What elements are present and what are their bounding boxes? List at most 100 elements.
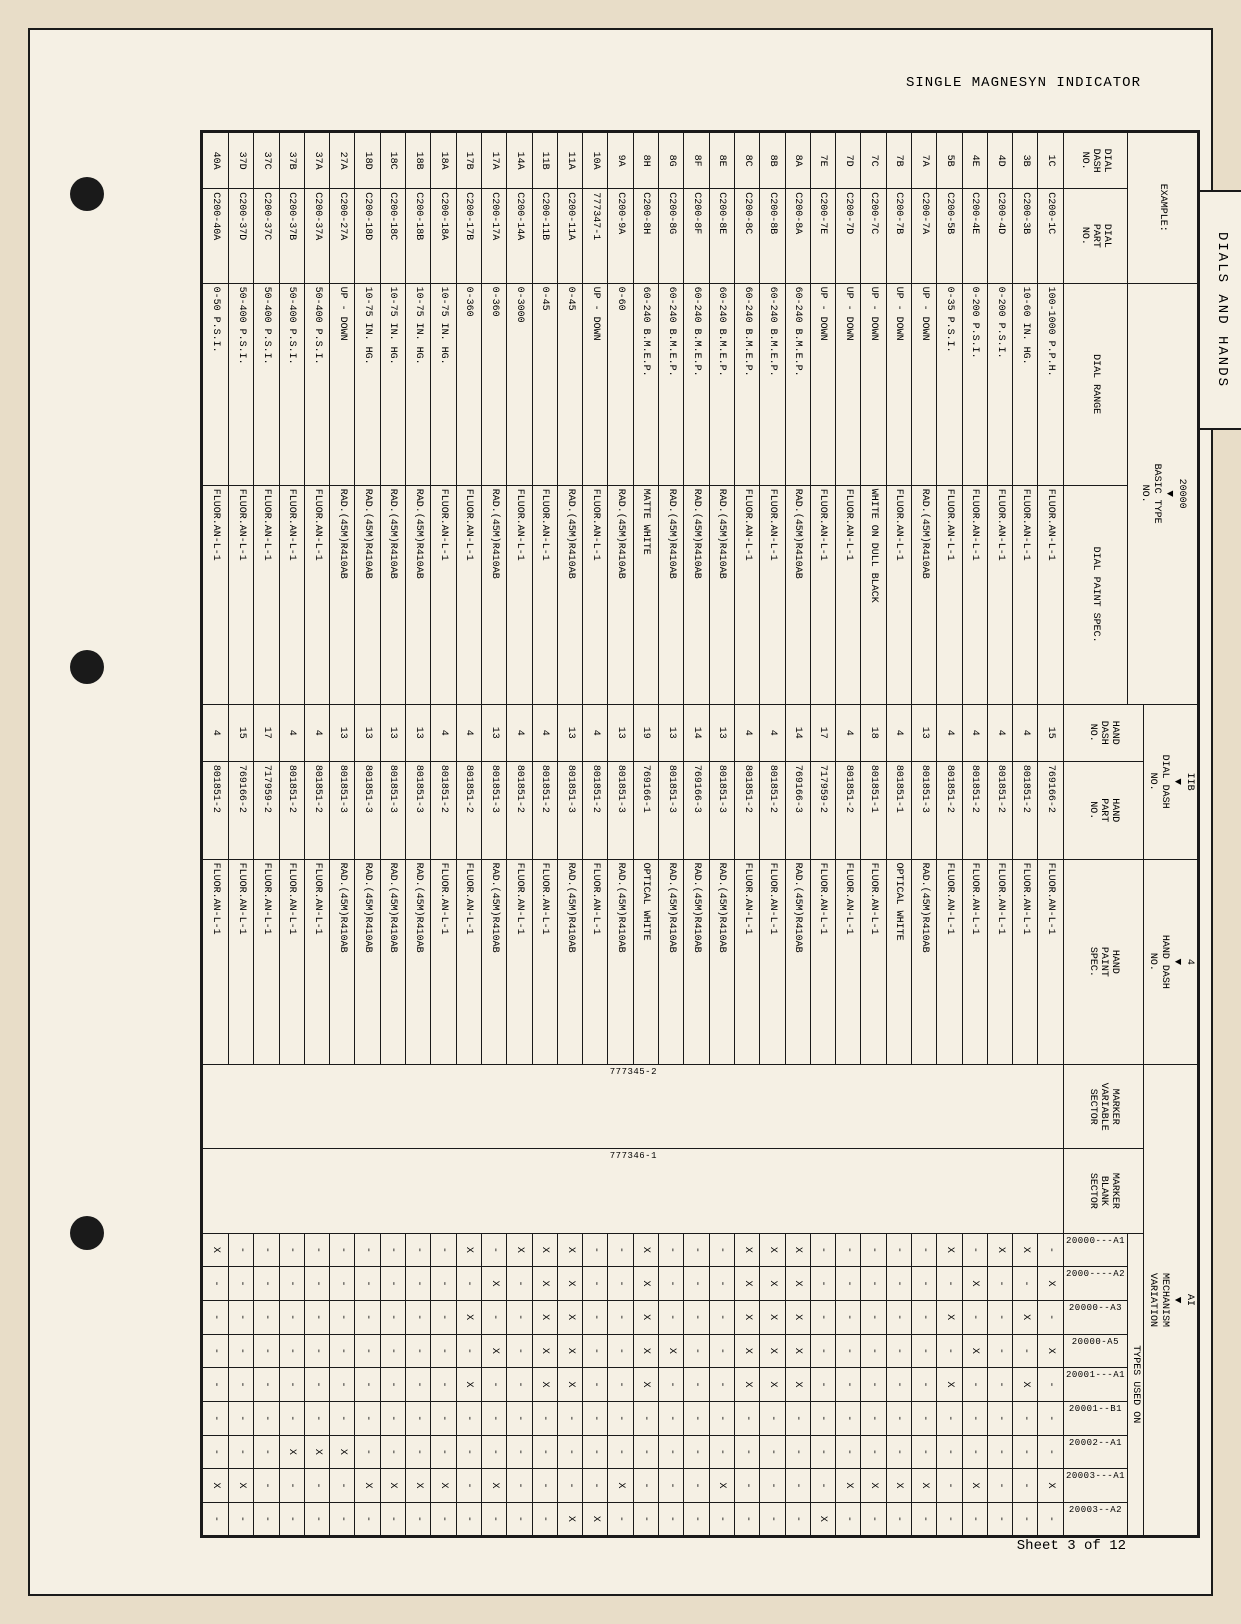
table-cell: - — [836, 1368, 861, 1402]
table-cell: 60-240 B.M.E.P. — [684, 283, 709, 485]
type-col-label: 20000--A3 — [1069, 1304, 1122, 1314]
table-cell: - — [1013, 1435, 1038, 1469]
table-cell: - — [380, 1435, 405, 1469]
type-col-6: 20002--A1 — [1063, 1435, 1127, 1469]
table-cell: - — [254, 1401, 279, 1435]
basic-type-header: 20000 ▼ BASIC TYPE NO. — [1127, 283, 1198, 704]
table-cell: - — [987, 1300, 1012, 1334]
table-cell: X — [734, 1233, 759, 1267]
table-cell: - — [810, 1435, 835, 1469]
table-cell: - — [659, 1435, 684, 1469]
table-cell: - — [987, 1334, 1012, 1368]
table-cell: X — [557, 1233, 582, 1267]
sheet-footer: Sheet 3 of 12 — [1017, 1538, 1126, 1554]
table-cell: X — [431, 1469, 456, 1503]
table-cell: FLUOR.AN-L-1 — [532, 859, 557, 1064]
table-cell: X — [406, 1469, 431, 1503]
table-cell: 13 — [557, 704, 582, 761]
table-cell: X — [785, 1300, 810, 1334]
table-cell: 0-35 P.S.I. — [937, 283, 962, 485]
table-cell: X — [380, 1469, 405, 1503]
table-cell: 18B — [406, 132, 431, 189]
table-cell: - — [481, 1401, 506, 1435]
table-cell: FLUOR.AN-L-1 — [202, 485, 229, 704]
type-col-label: 20001--B1 — [1069, 1405, 1122, 1415]
table-cell: - — [785, 1435, 810, 1469]
marker-variable-cell: 777345-2 — [202, 1065, 1064, 1149]
table-cell: FLUOR.AN-L-1 — [583, 859, 608, 1064]
table-cell: - — [330, 1401, 355, 1435]
table-cell: FLUOR.AN-L-1 — [810, 485, 835, 704]
table-cell: - — [583, 1469, 608, 1503]
table-cell: X — [760, 1233, 785, 1267]
table-cell: - — [608, 1300, 633, 1334]
table-cell: - — [1013, 1469, 1038, 1503]
table-row: 8GC200-8G60-240 B.M.E.P.RAD.(45M)R410AB1… — [659, 132, 684, 1537]
table-cell: - — [583, 1300, 608, 1334]
table-cell: - — [1038, 1233, 1063, 1267]
iib-header: IIB ▼ DIAL DASH NO. — [1143, 704, 1198, 859]
table-cell: 801851-3 — [406, 761, 431, 859]
table-cell: - — [583, 1401, 608, 1435]
table-cell: 37D — [229, 132, 254, 189]
table-cell: X — [760, 1368, 785, 1402]
table-cell: - — [330, 1300, 355, 1334]
table-cell: 13 — [659, 704, 684, 761]
table-cell: - — [608, 1435, 633, 1469]
table-cell: 60-240 B.M.E.P. — [734, 283, 759, 485]
table-cell: X — [734, 1267, 759, 1301]
table-cell: - — [406, 1368, 431, 1402]
table-cell: X — [202, 1469, 229, 1503]
table-cell: X — [633, 1368, 658, 1402]
table-cell: - — [937, 1502, 962, 1536]
table-cell: - — [709, 1401, 734, 1435]
table-cell: 1C — [1038, 132, 1063, 189]
table-cell: - — [912, 1368, 937, 1402]
table-cell: - — [304, 1401, 329, 1435]
table-cell: - — [836, 1233, 861, 1267]
hand-paint-spec-hdr: HAND PAINT SPEC. — [1063, 859, 1143, 1064]
table-cell: 17A — [481, 132, 506, 189]
table-cell: - — [254, 1469, 279, 1503]
table-cell: - — [279, 1300, 304, 1334]
table-cell: OPTICAL WHITE — [633, 859, 658, 1064]
table-cell: 13 — [481, 704, 506, 761]
table-cell: X — [532, 1368, 557, 1402]
table-cell: - — [304, 1469, 329, 1503]
table-cell: - — [1038, 1368, 1063, 1402]
table-cell: 801851-2 — [532, 761, 557, 859]
type-col-label: 20000---A1 — [1066, 1237, 1125, 1247]
table-cell: 801851-2 — [836, 761, 861, 859]
table-row: 37CC200-37C50-400 P.S.I.FLUOR.AN-L-11771… — [254, 132, 279, 1537]
table-cell: 18D — [355, 132, 380, 189]
table-row: 7CC200-7CUP - DOWNWHITE ON DULL BLACK188… — [861, 132, 886, 1537]
table-cell: FLUOR.AN-L-1 — [937, 485, 962, 704]
table-cell: 13 — [912, 704, 937, 761]
table-cell: X — [1038, 1469, 1063, 1503]
dial-dash-label: DIAL DASH NO. — [1146, 708, 1170, 856]
table-cell: C200-18D — [355, 189, 380, 283]
marker-blank-cell: 777346-1 — [202, 1149, 1064, 1233]
table-cell: FLUOR.AN-L-1 — [836, 859, 861, 1064]
table-cell: - — [633, 1401, 658, 1435]
table-cell: - — [202, 1368, 229, 1402]
table-cell: 801851-2 — [304, 761, 329, 859]
table-cell: 0-360 — [481, 283, 506, 485]
table-cell: - — [279, 1233, 304, 1267]
table-cell: - — [229, 1334, 254, 1368]
table-cell: - — [481, 1435, 506, 1469]
table-cell: C200-11B — [532, 189, 557, 283]
table-row: 9AC200-9A0-60RAD.(45M)R410AB13801851-3RA… — [608, 132, 633, 1537]
table-cell: - — [456, 1469, 481, 1503]
table-cell: C200-1C — [1038, 189, 1063, 283]
table-cell: C200-14A — [507, 189, 532, 283]
table-cell: RAD.(45M)R410AB — [912, 485, 937, 704]
table-cell: - — [684, 1469, 709, 1503]
table-cell: RAD.(45M)R410AB — [380, 859, 405, 1064]
table-cell: RAD.(45M)R410AB — [659, 859, 684, 1064]
table-cell: - — [608, 1401, 633, 1435]
table-cell: - — [886, 1401, 911, 1435]
table-cell: - — [406, 1401, 431, 1435]
table-row: 17BC200-17B0-360FLUOR.AN-L-14801851-2FLU… — [456, 132, 481, 1537]
table-cell: C200-8B — [760, 189, 785, 283]
